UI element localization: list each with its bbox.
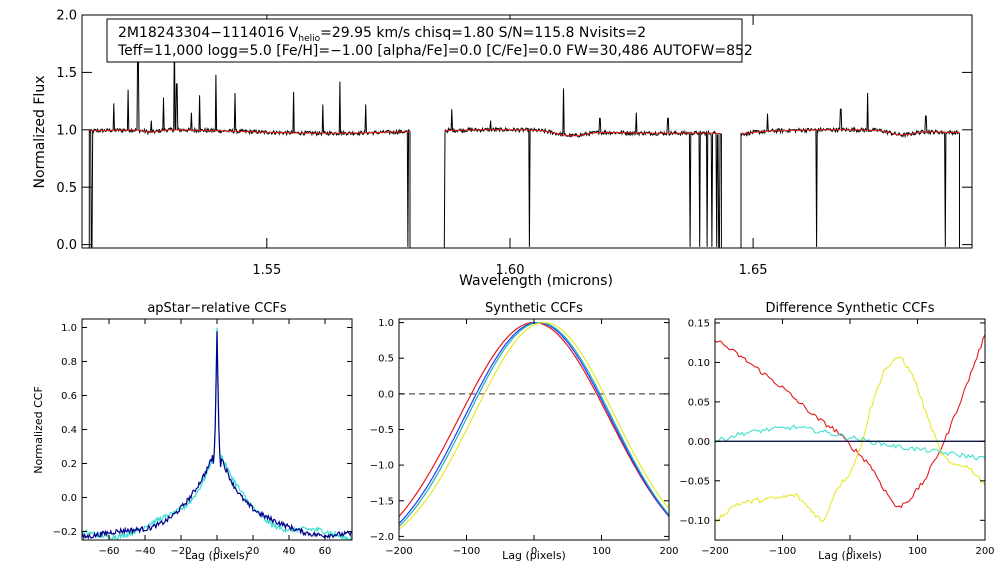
- y-tick-label: 1.0: [378, 318, 394, 329]
- synthetic-ccf-panel: Synthetic CCFs −200 −100 0 100 200 −2.0 −1.5 −1…: [370, 301, 679, 562]
- annotation-frame: [106, 18, 743, 63]
- x-tick-label: 0: [531, 546, 537, 557]
- y-tick-label: −0.2: [53, 527, 77, 538]
- apstar-ticks: [82, 319, 352, 540]
- difference-ccf-panel: Difference Synthetic CCFs −200 −100 0 100 20…: [679, 301, 994, 562]
- x-tick-label: −200: [701, 546, 728, 557]
- y-tick-label: 0.0: [61, 493, 77, 504]
- y-tick-label: 0.0: [378, 389, 394, 400]
- apstar-plot-area: [82, 327, 352, 540]
- y-tick-label: −1.5: [370, 496, 394, 507]
- apstar-ccf-panel: apStar−relative CCFs −60 −40 −20 0 20 40 60 −0.…: [32, 301, 353, 562]
- difference-xlabel: Lag (pixels): [818, 549, 882, 562]
- x-tick-label: 1.60: [496, 263, 525, 278]
- y-tick-label: 0.0: [56, 238, 77, 253]
- apstar-tick-labels: −60 −40 −20 0 20 40 60 −0.2 0.0 0.2 0.4 0.6 0.8 1.0: [53, 323, 332, 557]
- y-tick-label: 1.0: [56, 123, 77, 138]
- y-tick-label: −1.0: [370, 461, 394, 472]
- y-tick-label: 0.8: [61, 357, 77, 368]
- difference-title: Difference Synthetic CCFs: [765, 301, 934, 316]
- y-tick-label: 0.5: [378, 354, 394, 365]
- spectrum-ylabel: Normalized Flux: [32, 76, 48, 189]
- x-tick-label: 200: [659, 546, 678, 557]
- difference-plot-area: [715, 334, 985, 523]
- y-tick-label: −0.05: [679, 476, 710, 487]
- model-spectrum-line: [740, 129, 960, 136]
- x-tick-label: 0: [214, 546, 220, 557]
- spectrum-axes-frame: [81, 14, 973, 249]
- annotation-line1-start: 2M18243304−1114016 V: [118, 25, 299, 41]
- difference-tick-labels: −200 −100 0 100 200 −0.10 −0.05 0.00 0.05 0.10 0.1…: [679, 318, 994, 557]
- y-tick-label: 2.0: [56, 9, 77, 24]
- x-tick-label: 100: [908, 546, 927, 557]
- x-tick-label: −40: [134, 546, 155, 557]
- apstar-ylabel: Normalized CCF: [32, 386, 45, 474]
- difference-series-line-yellow: [715, 356, 985, 523]
- y-tick-label: 1.0: [61, 323, 77, 334]
- x-tick-label: 1.55: [252, 263, 281, 278]
- difference-series-line-cyan: [715, 424, 985, 461]
- y-tick-label: −0.5: [370, 425, 394, 436]
- y-tick-label: 0.10: [688, 358, 710, 369]
- x-tick-label: 40: [283, 546, 296, 557]
- x-tick-label: −100: [769, 546, 796, 557]
- synthetic-tick-labels: −200 −100 0 100 200 −2.0 −1.5 −1.0 −0.5 0.0 0.5 1.0: [370, 318, 679, 557]
- y-tick-label: 0.00: [688, 437, 710, 448]
- annotation-line1-subscript: helio: [298, 34, 320, 44]
- x-tick-label: 100: [592, 546, 611, 557]
- spectrum-plot-area: [88, 28, 960, 248]
- y-tick-label: 0.6: [61, 391, 77, 402]
- model-spectrum-line: [444, 129, 722, 137]
- synthetic-ticks: [398, 319, 670, 540]
- y-tick-label: 0.05: [688, 397, 710, 408]
- annotation-line1: 2M18243304−1114016 Vhelio=29.95 km/s chi…: [118, 25, 646, 44]
- x-tick-label: 1.65: [739, 263, 768, 278]
- difference-series-line-red: [715, 334, 985, 509]
- y-tick-label: 0.5: [56, 181, 77, 196]
- y-tick-label: 1.5: [56, 66, 77, 81]
- spectrum-tick-labels: 1.55 1.60 1.65 0.0 0.5 1.0 1.5 2.0: [56, 9, 767, 278]
- y-tick-label: 0.4: [61, 425, 77, 436]
- annotation-line2: Teff=11,000 logg=5.0 [Fe/H]=−1.00 [alpha…: [117, 43, 753, 59]
- apstar-series-line-visit-1: [82, 327, 352, 540]
- y-tick-label: 0.15: [688, 318, 710, 329]
- synthetic-title: Synthetic CCFs: [485, 301, 583, 316]
- annotation-line1-end: =29.95 km/s chisq=1.80 S/N=115.8 Nvisits…: [320, 25, 646, 41]
- apstar-title: apStar−relative CCFs: [147, 301, 287, 316]
- x-tick-label: 0: [847, 546, 853, 557]
- apstar-xlabel: Lag (pixels): [185, 549, 249, 562]
- x-tick-label: 20: [247, 546, 260, 557]
- spectrum-annotation-box: 2M18243304−1114016 Vhelio=29.95 km/s chi…: [106, 18, 753, 63]
- synthetic-series-line-yellow: [399, 322, 669, 530]
- y-tick-label: −0.10: [679, 516, 710, 527]
- spectrum-panel: 1.55 1.60 1.65 0.0 0.5 1.0 1.5 2.0 2M18243304−1…: [32, 9, 973, 289]
- x-tick-label: 200: [975, 546, 994, 557]
- x-tick-label: −20: [170, 546, 191, 557]
- model-spectrum-line: [89, 129, 410, 134]
- y-tick-label: −2.0: [370, 532, 394, 543]
- synthetic-xlabel: Lag (pixels): [502, 549, 566, 562]
- y-tick-label: 0.2: [61, 459, 77, 470]
- apstar-series-line-visit-2: [82, 331, 352, 540]
- difference-ticks: [714, 319, 986, 540]
- x-tick-label: −200: [385, 546, 412, 557]
- spectrum-xlabel: Wavelength (microns): [459, 273, 613, 289]
- x-tick-label: 60: [319, 546, 332, 557]
- x-tick-label: −60: [98, 546, 119, 557]
- x-tick-label: −100: [453, 546, 480, 557]
